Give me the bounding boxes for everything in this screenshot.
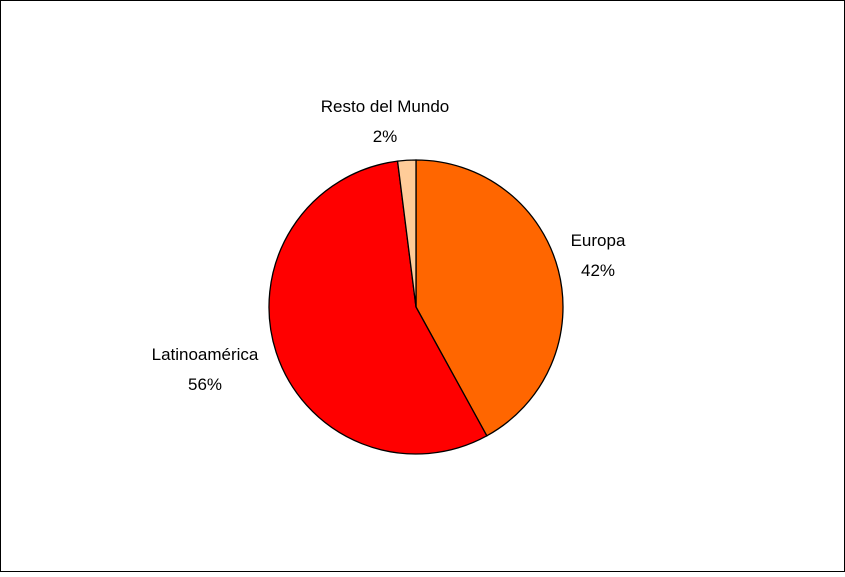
slice-label-resto-del-mundo: Resto del Mundo [321, 97, 450, 116]
pie-slices [268, 159, 564, 455]
slice-percent-resto-del-mundo: 2% [373, 127, 398, 146]
slice-label-latinoamerica: Latinoamérica [152, 345, 259, 364]
pie-slice-europa [415, 159, 564, 437]
slice-percent-latinoamerica: 56% [188, 375, 222, 394]
pie-slice-resto-del-mundo [396, 159, 417, 308]
slice-percent-europa: 42% [581, 261, 615, 280]
pie-labels: Europa 42% Latinoamérica 56% Resto del Mundo… [152, 97, 626, 394]
slice-label-europa: Europa [571, 231, 626, 250]
pie-slice-latinoamerica [268, 160, 488, 455]
